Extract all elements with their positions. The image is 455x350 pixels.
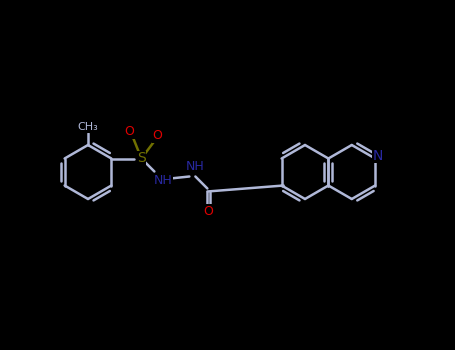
- Text: O: O: [203, 205, 213, 218]
- Text: CH₃: CH₃: [78, 122, 98, 132]
- Text: N: N: [373, 148, 383, 162]
- Text: NH: NH: [186, 160, 205, 173]
- Text: S: S: [137, 152, 146, 166]
- Text: NH: NH: [154, 174, 173, 187]
- Text: O: O: [152, 129, 162, 142]
- Text: O: O: [125, 125, 134, 138]
